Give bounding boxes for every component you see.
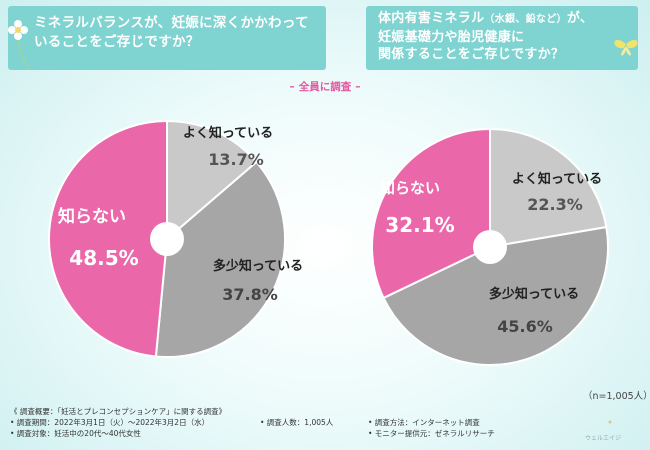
question-right-line2: 妊娠基礎力や胎児健康に	[378, 29, 525, 45]
logo-text: ウェルエイジ	[584, 435, 621, 442]
pie-center-hole	[150, 222, 184, 256]
footnote-method: • 調査方法：インターネット調査	[368, 418, 480, 427]
footnote-target: • 調査対象：妊活中の20代～40代女性	[10, 429, 141, 438]
survey-tag: – 全員に調査 –	[289, 81, 361, 93]
pie-slice-know-well	[489, 127, 608, 249]
footnote-people: • 調査人数：1,005人	[260, 418, 334, 427]
pie-slice-know-somewhat	[382, 225, 609, 366]
slice-category-label: よく知っている	[512, 171, 602, 187]
slice-value-label: 48.5%	[69, 246, 138, 270]
question-left-text: ミネラルバランスが、妊娠に深くかかわっていることをご存じですか？	[34, 15, 309, 50]
pie-slice-know-somewhat	[154, 160, 286, 358]
question-right-line1a: 体内有害ミネラル	[378, 11, 485, 26]
pie-chart-right: よく知っている 22.3% 多少知っている 45.6% 知らない 32.1%	[371, 127, 609, 366]
pie-slice-know-well	[166, 119, 258, 242]
slice-category-label: 知らない	[380, 179, 440, 197]
footnote-period: • 調査期間：2022年3月1日（火）～2022年3月2日（水）	[10, 418, 210, 427]
brand-logo: ウェルエイジ	[580, 414, 626, 444]
question-banner-left: ミネラルバランスが、妊娠に深くかかわっていることをご存じですか？	[8, 6, 326, 70]
slice-value-label: 32.1%	[385, 213, 454, 237]
logo-icon	[592, 417, 612, 434]
butterfly-icon	[614, 39, 638, 56]
slice-category-label: 多少知っている	[213, 258, 303, 274]
sample-size-label: （n=1,005人）	[583, 391, 650, 402]
footnote-header: 《 調査概要：「妊活とプレコンセプションケア」に関する調査》	[10, 407, 227, 416]
question-banner-right: 体内有害ミネラル（水銀、鉛など）が、 妊娠基礎力や胎児健康に 関係することをご存…	[366, 6, 638, 70]
survey-footnote: 《 調査概要：「妊活とプレコンセプションケア」に関する調査》 • 調査期間：20…	[10, 406, 495, 439]
pie-center-hole	[473, 230, 507, 264]
pie-chart-left: よく知っている 13.7% 多少知っている 37.8% 知らない 48.5%	[48, 119, 303, 358]
question-right-line3: 関係することをご存じですか？	[378, 47, 565, 62]
slice-category-label: 多少知っている	[489, 286, 579, 302]
question-right-paren: （水銀、鉛など）	[484, 14, 567, 25]
question-right-text: 体内有害ミネラル（水銀、鉛など）が、 妊娠基礎力や胎児健康に 関係することをご存…	[378, 10, 630, 64]
pie-slice-do-not-know	[48, 119, 168, 358]
survey-tag-text: 全員に調査	[298, 81, 352, 93]
question-right-line1b: が、	[566, 11, 594, 26]
flower-icon	[8, 20, 31, 71]
slice-value-label: 13.7%	[208, 150, 264, 169]
slice-value-label: 45.6%	[497, 317, 553, 336]
slice-category-label: 知らない	[57, 206, 126, 227]
footnote-provider: • モニター提供元：ゼネラルリサーチ	[368, 429, 495, 438]
slice-category-label: よく知っている	[183, 125, 273, 141]
pie-slice-do-not-know	[371, 127, 491, 300]
slice-value-label: 37.8%	[222, 285, 278, 304]
slice-value-label: 22.3%	[527, 195, 583, 214]
